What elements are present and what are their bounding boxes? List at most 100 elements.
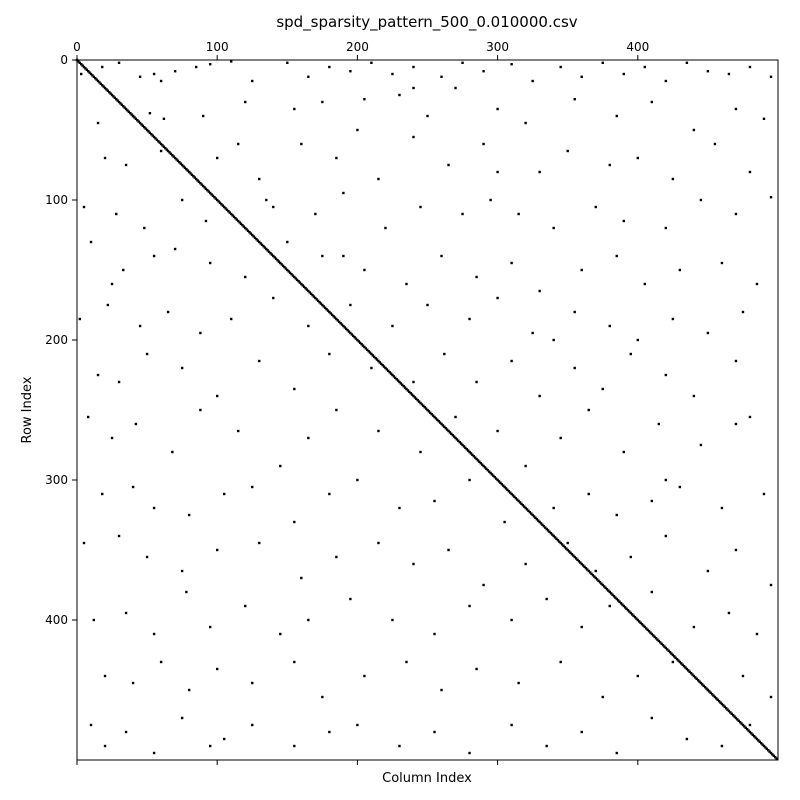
diagonal-point: [378, 361, 382, 364]
diagonal-point: [441, 424, 445, 427]
data-point: [636, 674, 639, 678]
diagonal-point: [671, 653, 675, 657]
data-point: [398, 506, 401, 510]
diagonal-point: [138, 121, 142, 125]
diagonal-point: [583, 565, 586, 568]
diagonal-point: [168, 151, 171, 154]
diagonal-point: [371, 354, 375, 357]
data-point: [251, 485, 254, 489]
diagonal-point: [604, 586, 607, 589]
data-point: [117, 380, 121, 384]
data-point: [293, 387, 296, 391]
diagonal-point: [731, 714, 735, 717]
diagonal-point: [531, 513, 534, 517]
diagonal-point: [775, 757, 778, 760]
data-point: [468, 478, 471, 482]
data-point: [678, 485, 682, 489]
data-point: [706, 331, 710, 335]
diagonal-point: [597, 579, 600, 582]
diagonal-point: [766, 749, 770, 752]
data-point: [755, 282, 759, 286]
data-point: [237, 142, 240, 146]
data-point: [237, 429, 240, 433]
data-point: [80, 72, 83, 76]
diagonal-point: [659, 641, 662, 644]
data-point: [538, 170, 541, 174]
diagonal-point: [764, 746, 767, 749]
diagonal-point: [363, 345, 366, 349]
diagonal-point: [588, 571, 592, 574]
data-point: [482, 583, 485, 587]
data-point: [629, 352, 632, 356]
data-point: [138, 324, 142, 328]
diagonal-point: [680, 662, 683, 665]
data-point: [405, 660, 408, 664]
diagonal-point: [385, 368, 389, 371]
data-point: [475, 275, 478, 279]
diagonal-point: [382, 365, 386, 368]
diagonal-point: [743, 725, 746, 728]
data-point: [440, 688, 443, 692]
data-point: [244, 275, 247, 279]
diagonal-point: [96, 79, 100, 83]
diagonal-point: [567, 550, 571, 553]
data-point: [769, 695, 773, 699]
diagonal-point: [500, 483, 504, 486]
diagonal-point: [429, 411, 432, 414]
data-point: [363, 98, 366, 101]
diagonal-point: [447, 429, 450, 433]
diagonal-point: [295, 278, 299, 281]
data-point: [159, 660, 163, 664]
diagonal-point: [750, 732, 753, 735]
diagonal-point: [214, 197, 217, 200]
diagonal-point: [638, 620, 641, 623]
diagonal-point: [80, 63, 83, 66]
diagonal-point: [715, 697, 718, 700]
diagonal-point: [290, 273, 293, 276]
diagonal-point: [696, 679, 700, 682]
diagonal-point: [354, 337, 358, 340]
diagonal-point: [88, 71, 91, 74]
diagonal-point: [368, 351, 372, 354]
diagonal-point: [455, 438, 459, 441]
diagonal-point: [639, 621, 642, 624]
diagonal-point: [438, 421, 442, 424]
data-point: [440, 75, 443, 78]
diagonal-point: [426, 408, 429, 412]
diagonal-point: [312, 295, 316, 298]
data-point: [566, 149, 569, 153]
diagonal-point: [396, 379, 400, 382]
diagonal-point: [259, 242, 262, 245]
diagonal-point: [144, 127, 147, 130]
diagonal-point: [78, 61, 81, 64]
data-point: [622, 450, 625, 454]
data-point: [643, 65, 647, 69]
diagonal-point: [485, 467, 488, 470]
diagonal-point: [246, 229, 250, 232]
diagonal-point: [692, 674, 696, 678]
data-point: [454, 86, 457, 90]
diagonal-point: [196, 179, 199, 182]
diagonal-point: [705, 687, 708, 690]
diagonal-point: [516, 498, 519, 501]
diagonal-point: [141, 124, 145, 127]
data-point: [685, 737, 689, 741]
data-point: [650, 590, 654, 594]
diagonal-point: [774, 756, 777, 759]
diagonal-point: [566, 548, 569, 552]
data-point: [461, 61, 464, 64]
diagonal-point: [563, 546, 567, 549]
diagonal-point: [374, 357, 377, 360]
data-point: [545, 744, 548, 748]
diagonal-point: [103, 86, 107, 90]
data-point: [510, 618, 513, 622]
data-point: [524, 562, 527, 566]
diagonal-point: [318, 301, 321, 304]
data-point: [468, 751, 471, 755]
diagonal-point: [587, 569, 590, 573]
data-point: [594, 569, 597, 573]
data-point: [629, 555, 632, 559]
data-point: [208, 744, 212, 748]
diagonal-point: [134, 117, 138, 120]
data-point: [199, 331, 202, 335]
